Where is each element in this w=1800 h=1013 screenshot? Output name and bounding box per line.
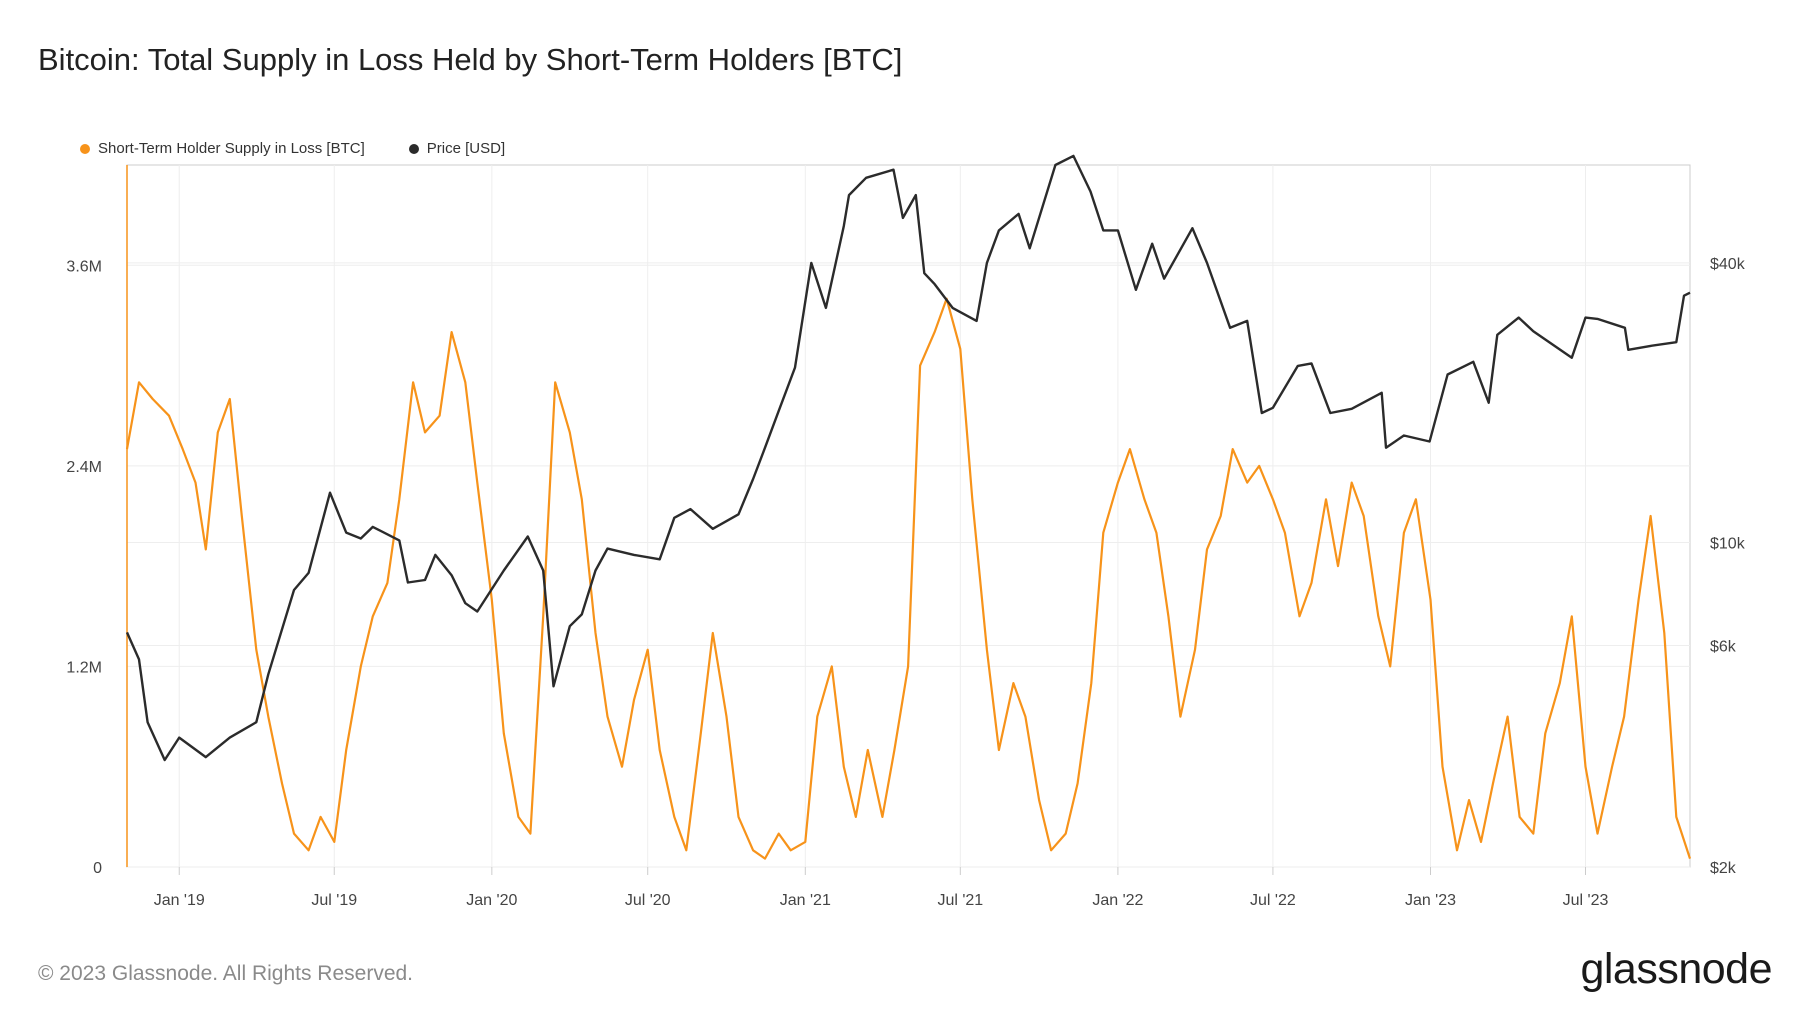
x-tick-label: Jul '22 xyxy=(1250,892,1296,909)
legend-dot-supply xyxy=(80,143,90,154)
legend-item-price[interactable]: Price [USD] xyxy=(408,140,506,157)
chart-title: Bitcoin: Total Supply in Loss Held by Sh… xyxy=(38,42,903,77)
x-tick-label: Jan '20 xyxy=(466,892,517,909)
legend-label-price: Price [USD] xyxy=(426,140,506,157)
x-tick-label: Jan '23 xyxy=(1405,892,1456,909)
price-line xyxy=(125,154,1691,762)
y-right-tick-label: $10k xyxy=(1710,535,1746,552)
plot-frame xyxy=(126,164,1691,868)
glassnode-logo: glassnode xyxy=(1580,945,1772,993)
x-tick-label: Jan '19 xyxy=(154,892,205,909)
y-left-tick-label: 2.4M xyxy=(66,459,102,476)
copyright-text: © 2023 Glassnode. All Rights Reserved. xyxy=(38,962,414,985)
chart-canvas[interactable]: 0 1.2M 2.4M 3.6M $2k $6k $10k $40k Jan '19 Jul '1… xyxy=(0,0,1800,940)
y-right-tick-label: $2k xyxy=(1710,860,1737,877)
y-left-tick-label: 0 xyxy=(93,860,102,877)
y-right-tick-label: $40k xyxy=(1710,256,1746,273)
x-tick-label: Jul '21 xyxy=(937,892,983,909)
legend-item-supply[interactable]: Short-Term Holder Supply in Loss [BTC] xyxy=(80,140,365,157)
legend-label-supply: Short-Term Holder Supply in Loss [BTC] xyxy=(98,140,365,157)
x-tick-label: Jul '20 xyxy=(625,892,671,909)
x-tick-label: Jan '21 xyxy=(780,892,831,909)
x-tick-label: Jan '22 xyxy=(1092,892,1143,909)
x-tick-label: Jul '23 xyxy=(1563,892,1609,909)
x-tick-label: Jul '19 xyxy=(311,892,357,909)
supply-in-loss-line xyxy=(125,297,1692,860)
y-right-tick-label: $6k xyxy=(1710,638,1737,655)
legend-dot-price xyxy=(408,143,419,154)
y-left-tick-label: 1.2M xyxy=(66,659,102,676)
legend: Short-Term Holder Supply in Loss [BTC] P… xyxy=(80,140,505,157)
y-left-tick-label: 3.6M xyxy=(66,258,102,275)
